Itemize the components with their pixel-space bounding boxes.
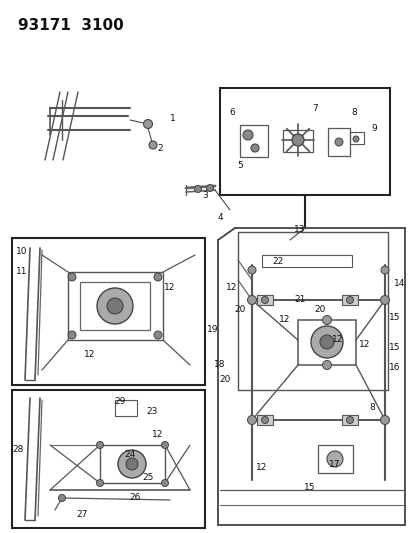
Circle shape bbox=[149, 141, 157, 149]
Text: 29: 29 bbox=[114, 398, 126, 407]
Text: 13: 13 bbox=[294, 225, 305, 235]
Bar bbox=[12, 390, 204, 528]
Text: 8: 8 bbox=[350, 108, 356, 117]
Text: 22: 22 bbox=[272, 257, 283, 266]
Bar bbox=[317, 445, 352, 473]
Bar bbox=[115, 400, 137, 416]
Circle shape bbox=[107, 298, 123, 314]
Text: 12: 12 bbox=[332, 335, 343, 344]
Circle shape bbox=[154, 331, 161, 339]
Text: 12: 12 bbox=[152, 431, 163, 440]
Circle shape bbox=[68, 331, 76, 339]
Circle shape bbox=[346, 296, 353, 303]
Circle shape bbox=[352, 136, 358, 142]
Circle shape bbox=[322, 360, 331, 369]
Circle shape bbox=[346, 416, 353, 424]
Circle shape bbox=[380, 266, 388, 274]
Bar bbox=[100, 445, 165, 483]
Text: 14: 14 bbox=[393, 279, 405, 287]
Text: 3: 3 bbox=[202, 190, 207, 199]
Circle shape bbox=[68, 273, 76, 281]
Circle shape bbox=[247, 416, 256, 424]
Text: 10: 10 bbox=[16, 247, 28, 256]
Bar bbox=[341, 415, 357, 425]
Text: 27: 27 bbox=[76, 511, 88, 520]
Text: 18: 18 bbox=[214, 360, 225, 369]
Circle shape bbox=[334, 138, 342, 146]
Text: 15: 15 bbox=[388, 343, 400, 352]
Circle shape bbox=[206, 184, 213, 191]
Text: 15: 15 bbox=[388, 313, 400, 322]
Circle shape bbox=[247, 266, 255, 274]
Text: 12: 12 bbox=[279, 316, 290, 325]
Circle shape bbox=[261, 296, 268, 303]
Circle shape bbox=[126, 458, 138, 470]
Text: 20: 20 bbox=[219, 376, 230, 384]
Text: 12: 12 bbox=[358, 341, 370, 350]
Text: 93171  3100: 93171 3100 bbox=[18, 18, 123, 33]
Text: 28: 28 bbox=[12, 446, 24, 455]
Text: 4: 4 bbox=[217, 214, 222, 222]
Text: 16: 16 bbox=[388, 364, 400, 373]
Bar bbox=[80, 282, 150, 330]
Bar bbox=[341, 295, 357, 305]
Bar bbox=[282, 130, 312, 152]
Text: 11: 11 bbox=[16, 268, 28, 277]
Text: 12: 12 bbox=[256, 464, 267, 472]
Circle shape bbox=[96, 441, 103, 448]
Circle shape bbox=[194, 185, 201, 192]
Text: 23: 23 bbox=[146, 408, 157, 416]
Text: 6: 6 bbox=[228, 108, 234, 117]
Circle shape bbox=[380, 416, 389, 424]
Text: 19: 19 bbox=[207, 326, 218, 335]
Circle shape bbox=[310, 326, 342, 358]
Bar bbox=[297, 320, 355, 365]
Circle shape bbox=[261, 416, 268, 424]
Text: 12: 12 bbox=[84, 351, 95, 359]
Text: 21: 21 bbox=[294, 295, 305, 304]
Text: 8: 8 bbox=[368, 403, 374, 413]
Text: 1: 1 bbox=[170, 114, 176, 123]
Bar bbox=[349, 132, 363, 144]
Text: 12: 12 bbox=[164, 284, 175, 293]
Text: 2: 2 bbox=[157, 143, 162, 152]
Text: 20: 20 bbox=[234, 305, 245, 314]
Text: 9: 9 bbox=[370, 124, 376, 133]
Bar bbox=[256, 295, 272, 305]
Circle shape bbox=[250, 144, 259, 152]
Text: 26: 26 bbox=[129, 494, 140, 503]
Circle shape bbox=[143, 119, 152, 128]
Bar bbox=[219, 88, 389, 195]
Bar bbox=[256, 415, 272, 425]
Circle shape bbox=[154, 273, 161, 281]
Text: 17: 17 bbox=[328, 461, 340, 470]
Circle shape bbox=[118, 450, 146, 478]
Bar bbox=[261, 255, 351, 267]
Text: 5: 5 bbox=[237, 160, 242, 169]
Text: 25: 25 bbox=[142, 473, 153, 482]
Bar bbox=[68, 272, 163, 340]
Text: 15: 15 bbox=[304, 483, 315, 492]
Circle shape bbox=[96, 480, 103, 487]
Bar bbox=[12, 238, 204, 385]
Circle shape bbox=[58, 495, 65, 502]
Text: 12: 12 bbox=[226, 284, 237, 293]
Text: 24: 24 bbox=[124, 450, 135, 459]
Circle shape bbox=[161, 441, 168, 448]
Circle shape bbox=[247, 295, 256, 304]
Bar bbox=[327, 128, 349, 156]
Bar bbox=[240, 125, 267, 157]
Text: 20: 20 bbox=[313, 305, 325, 314]
Circle shape bbox=[380, 295, 389, 304]
Circle shape bbox=[322, 316, 331, 325]
Circle shape bbox=[326, 451, 342, 467]
Text: 7: 7 bbox=[311, 103, 317, 112]
Circle shape bbox=[97, 288, 133, 324]
Circle shape bbox=[161, 480, 168, 487]
Circle shape bbox=[242, 130, 252, 140]
Circle shape bbox=[319, 335, 333, 349]
Circle shape bbox=[291, 134, 303, 146]
